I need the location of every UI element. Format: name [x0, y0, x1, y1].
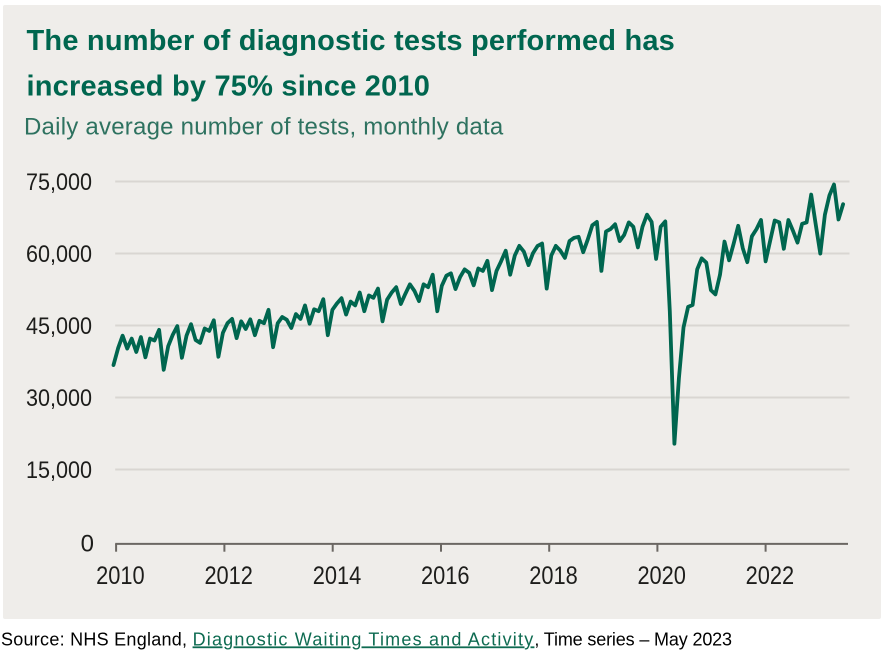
svg-text:2020: 2020 — [637, 562, 686, 590]
svg-text:45,000: 45,000 — [26, 313, 92, 340]
svg-text:Source: NHS England, Diagnosti: Source: NHS England, Diagnostic Waiting … — [1, 629, 732, 649]
svg-text:75,000: 75,000 — [26, 169, 92, 196]
svg-text:increased by 75% since 2010: increased by 75% since 2010 — [27, 71, 431, 103]
svg-text:30,000: 30,000 — [26, 385, 92, 412]
svg-text:Daily average number of tests,: Daily average number of tests, monthly d… — [24, 114, 504, 141]
svg-text:2018: 2018 — [529, 562, 578, 590]
svg-text:The number of diagnostic tests: The number of diagnostic tests performed… — [27, 25, 676, 57]
svg-text:60,000: 60,000 — [26, 241, 92, 268]
svg-text:2012: 2012 — [204, 562, 253, 590]
svg-text:2014: 2014 — [313, 562, 362, 590]
svg-text:2016: 2016 — [421, 562, 470, 590]
svg-text:2010: 2010 — [96, 562, 145, 590]
svg-text:15,000: 15,000 — [26, 457, 92, 484]
svg-text:0: 0 — [81, 530, 94, 557]
svg-text:2022: 2022 — [746, 562, 795, 590]
